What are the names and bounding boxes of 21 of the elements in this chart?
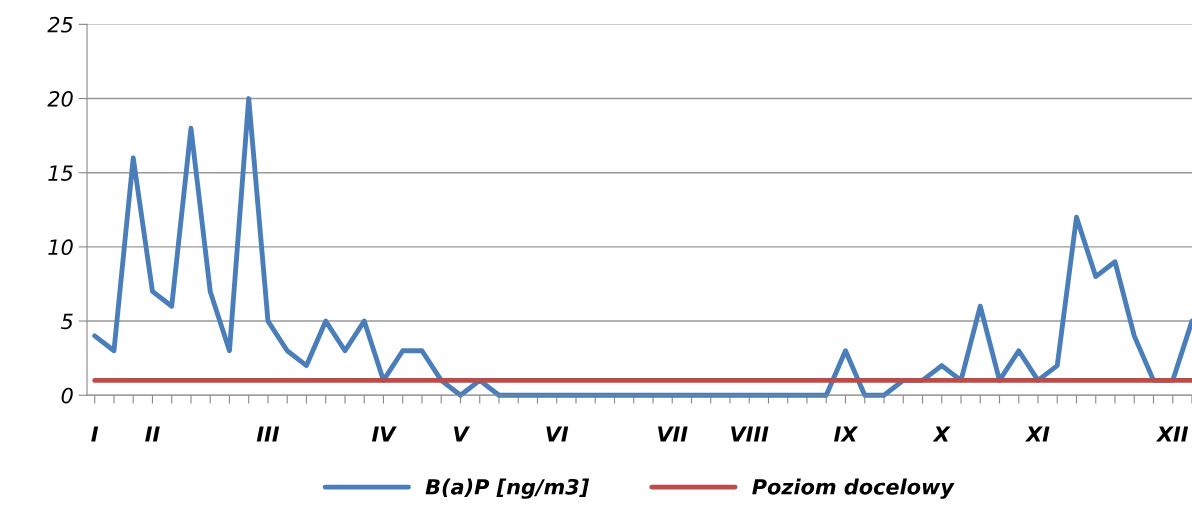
x-tick-label: IX [834,426,859,442]
x-tick-label: XI [1025,426,1050,442]
legend-label: B(a)P [ng/m3] [425,478,590,499]
x-tick-label: I [91,426,99,442]
x-tick-label: VIII [731,426,769,442]
y-tick-label: 0 [61,387,73,404]
y-tick-label: 10 [48,239,73,256]
y-tick-label: 15 [48,165,73,181]
y-tick-label: 25 [47,16,73,33]
line-series [92,96,1192,398]
x-tick-label: III [256,426,280,442]
x-tick-label: II [145,426,160,442]
y-tick-label: 20 [47,91,73,107]
y-tick-label: 5 [60,313,73,330]
x-tick-label: VI [546,426,569,442]
x-tick-label: X [932,426,951,442]
x-tick-label: IV [371,426,397,442]
x-tick-label: XII [1155,426,1189,442]
x-tick-label: V [454,426,470,442]
x-tick-label: VII [658,426,688,442]
legend-label: Poziom docelowy [752,478,955,499]
